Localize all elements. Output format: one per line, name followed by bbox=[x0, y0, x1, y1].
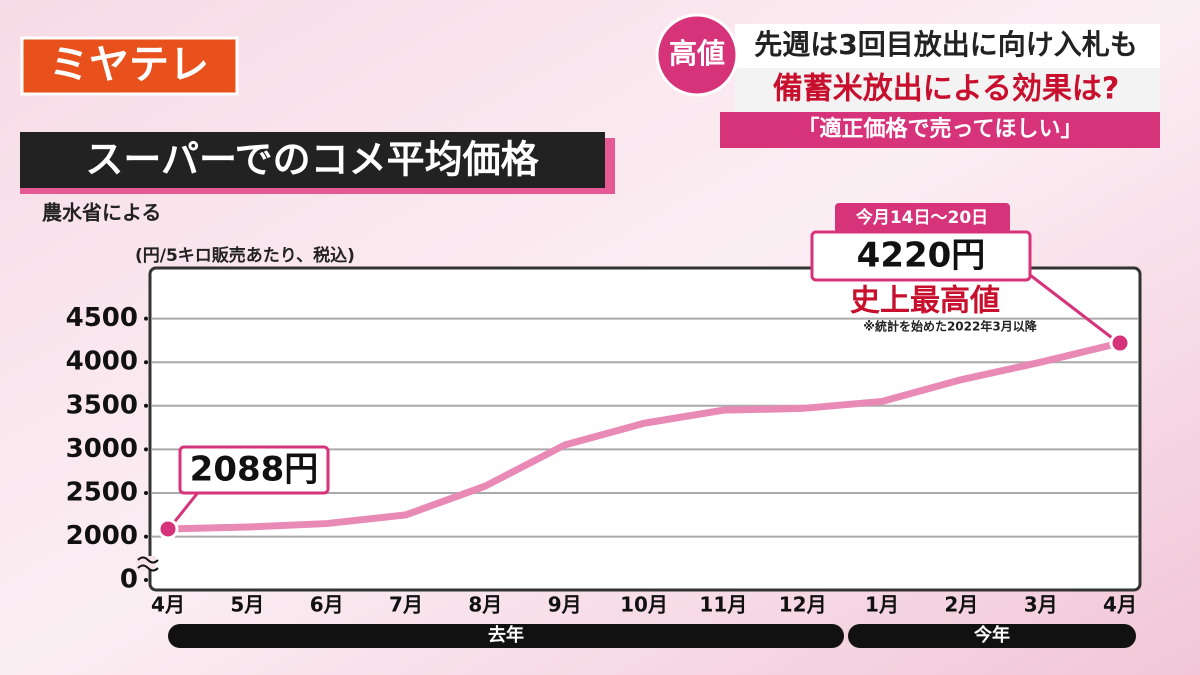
value-label: 4220円 bbox=[857, 236, 986, 276]
record-annotation: 史上最高値 bbox=[850, 284, 1000, 319]
source: 農水省による bbox=[42, 201, 161, 225]
period-bar bbox=[168, 624, 844, 648]
end-point bbox=[157, 518, 179, 540]
value-label: 2088円 bbox=[190, 450, 319, 490]
end-point bbox=[1109, 332, 1131, 354]
callout-box bbox=[810, 230, 1032, 282]
y-tick-label: 4000 bbox=[66, 347, 138, 377]
x-tick-label: 9月 bbox=[548, 593, 582, 617]
headline-box bbox=[735, 68, 1160, 112]
x-tick-label: 4月 bbox=[151, 593, 185, 617]
y-tick-label: 2500 bbox=[66, 478, 138, 508]
x-tick-label: 11月 bbox=[699, 593, 747, 617]
tick-dot bbox=[144, 491, 148, 496]
x-tick-label: 8月 bbox=[468, 593, 502, 617]
tick-dot bbox=[144, 578, 148, 582]
x-tick-label: 10月 bbox=[620, 593, 668, 617]
logo: ミヤテレ bbox=[49, 42, 209, 88]
unit-label: (円/5キロ販売あたり、税込) bbox=[135, 245, 355, 266]
headline-line2: 備蓄米放出による効果は? bbox=[773, 72, 1120, 107]
period-label: 今年 bbox=[974, 624, 1010, 646]
period-bar bbox=[848, 624, 1136, 648]
callout-box bbox=[178, 445, 330, 495]
title-box bbox=[20, 132, 605, 188]
x-tick-label: 12月 bbox=[779, 593, 827, 617]
x-tick-label: 6月 bbox=[310, 593, 344, 617]
tick-dot bbox=[144, 534, 148, 539]
y-tick-label: 0 bbox=[120, 565, 138, 595]
note: ※統計を始めた2022年3月以降 bbox=[863, 319, 1037, 334]
badge bbox=[655, 13, 739, 97]
quote: 「適正価格で売ってほしい」 bbox=[798, 116, 1083, 142]
headline-box bbox=[735, 24, 1160, 68]
x-tick-label: 4月 bbox=[1103, 593, 1137, 617]
headline-line1: 先週は3回目放出に向け入札も bbox=[754, 28, 1137, 61]
tick-dot bbox=[144, 447, 148, 452]
period-annotation: 今月14日〜20日 bbox=[856, 207, 988, 228]
y-tick-label: 3000 bbox=[66, 434, 138, 464]
badge-text: 高値 bbox=[669, 37, 725, 70]
x-tick-label: 2月 bbox=[944, 593, 978, 617]
logo-box bbox=[20, 36, 239, 96]
y-tick-label: 2000 bbox=[66, 521, 138, 551]
y-tick-label: 3500 bbox=[66, 390, 138, 420]
tick-dot bbox=[144, 360, 148, 365]
callout-header bbox=[835, 203, 1010, 233]
period-label: 去年 bbox=[488, 624, 524, 646]
callout-pointer bbox=[1029, 273, 1121, 346]
x-tick-label: 1月 bbox=[865, 593, 899, 617]
x-tick-label: 3月 bbox=[1024, 593, 1058, 617]
y-tick-label: 4500 bbox=[66, 303, 138, 333]
price-line bbox=[167, 339, 1121, 533]
tick-dot bbox=[144, 316, 148, 321]
chart-title: スーパーでのコメ平均価格 bbox=[85, 138, 539, 182]
quote-box bbox=[720, 112, 1160, 148]
axis-break bbox=[137, 556, 159, 572]
x-tick-label: 5月 bbox=[230, 593, 264, 617]
tick-dot bbox=[144, 403, 148, 408]
plot-area bbox=[148, 266, 1142, 592]
x-tick-label: 7月 bbox=[389, 593, 423, 617]
